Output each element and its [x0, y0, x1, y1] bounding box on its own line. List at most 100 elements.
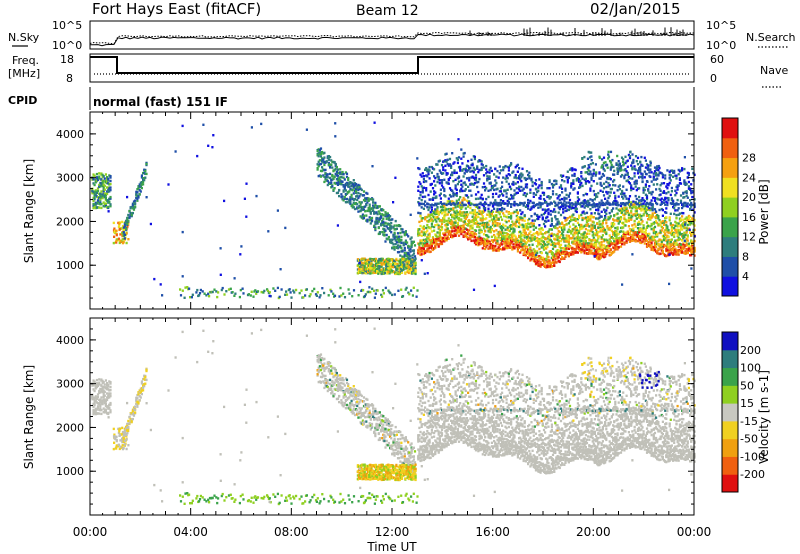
power-cell	[478, 206, 481, 209]
power-cell	[103, 184, 106, 188]
power-cell	[486, 213, 489, 216]
power-cell	[597, 255, 600, 258]
power-cell	[487, 195, 490, 199]
power-cell	[333, 187, 336, 190]
power-cell	[383, 230, 386, 234]
power-cell	[319, 162, 323, 166]
power-cell	[633, 175, 636, 178]
power-cell	[430, 225, 433, 228]
power-cell	[411, 259, 414, 262]
power-cell	[565, 240, 568, 243]
power-cell	[465, 215, 469, 219]
power-cell	[538, 264, 541, 267]
power-cell	[399, 244, 402, 247]
power-cell	[590, 242, 593, 245]
power-cell	[451, 220, 454, 223]
power-cell	[359, 202, 362, 206]
power-cell	[599, 228, 602, 231]
power-cell	[340, 183, 343, 186]
power-cell	[389, 262, 392, 266]
power-cell	[446, 227, 449, 230]
power-cell	[542, 212, 546, 216]
power-cell	[366, 198, 369, 201]
power-cell	[434, 184, 437, 187]
power-cell	[571, 169, 574, 172]
power-cell	[624, 155, 627, 158]
power-cell	[606, 206, 609, 209]
power-cell	[443, 178, 446, 181]
power-cell	[203, 292, 206, 295]
power-cell	[489, 166, 492, 170]
power-cell	[553, 200, 556, 203]
power-cell	[394, 228, 397, 231]
power-cell	[519, 218, 522, 221]
power-cell	[100, 196, 103, 199]
power-cell	[514, 220, 517, 224]
power-cell	[519, 242, 522, 246]
power-cell	[405, 258, 408, 261]
power-cell	[523, 232, 526, 235]
power-cell	[128, 210, 131, 213]
power-cell	[504, 228, 507, 231]
power-cell	[448, 157, 452, 161]
power-cell	[598, 248, 601, 251]
power-cell	[545, 257, 548, 261]
power-cell	[641, 177, 644, 180]
power-cell	[559, 253, 563, 256]
power-cell	[551, 255, 555, 258]
power-cell	[579, 249, 582, 253]
power-cell	[457, 180, 461, 183]
power-cell	[581, 248, 584, 252]
power-cell	[473, 157, 476, 161]
power-cell	[590, 249, 593, 252]
power-cell	[134, 199, 137, 202]
power-cell	[625, 219, 628, 222]
power-cell	[493, 230, 496, 233]
power-cell	[615, 230, 618, 233]
power-cell	[321, 287, 324, 290]
power-cell	[550, 265, 553, 268]
power-cell	[558, 207, 561, 211]
power-cell	[453, 161, 456, 164]
power-cell	[426, 223, 429, 227]
power-cell	[524, 233, 527, 236]
power-cell	[558, 253, 561, 256]
power-cell	[349, 198, 352, 202]
power-cell	[383, 224, 386, 228]
power-cell	[94, 201, 97, 204]
power-cell	[534, 203, 538, 207]
power-cell	[401, 295, 405, 298]
power-cell	[433, 229, 436, 232]
power-cell	[542, 191, 546, 195]
power-cell	[400, 263, 404, 266]
power-cell	[518, 167, 521, 170]
power-cell	[557, 220, 560, 223]
power-cell	[365, 266, 368, 269]
power-cell	[99, 201, 102, 204]
power-cell	[548, 179, 551, 182]
power-cell	[527, 204, 530, 208]
power-cell	[518, 185, 521, 188]
power-cell	[321, 169, 324, 173]
power-cell	[329, 176, 332, 180]
power-cell	[117, 237, 121, 240]
power-cell	[638, 231, 641, 234]
power-cell	[327, 161, 330, 165]
power-cell	[496, 187, 499, 190]
power-cell	[443, 218, 446, 222]
power-cell	[396, 246, 400, 250]
power-cell	[488, 175, 491, 178]
power-cell	[242, 292, 245, 295]
power-cell	[384, 229, 387, 232]
power-cell	[614, 244, 617, 247]
power-cell	[576, 232, 579, 235]
power-cell	[391, 293, 394, 297]
power-cell	[632, 236, 635, 239]
power-cell	[331, 160, 334, 164]
power-cell	[482, 205, 486, 208]
power-cell	[419, 194, 422, 197]
date-label: 02/Jan/2015	[590, 0, 681, 18]
power-cell	[420, 253, 423, 256]
power-cell	[385, 225, 388, 228]
power-cell	[442, 166, 445, 169]
